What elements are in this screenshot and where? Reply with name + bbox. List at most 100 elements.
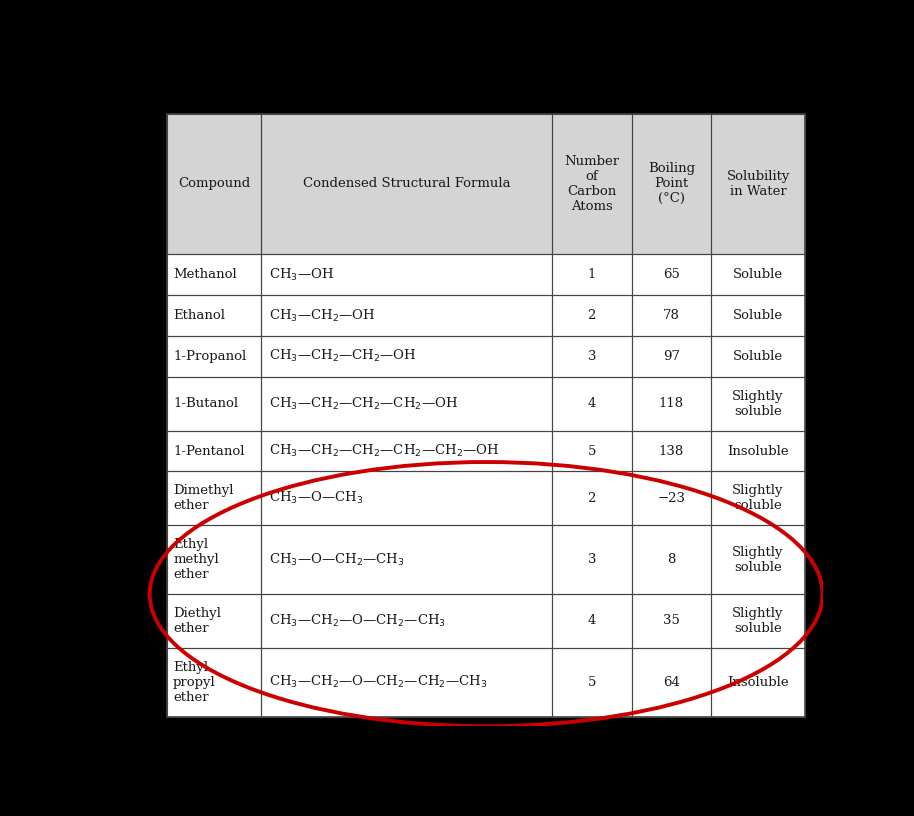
Bar [167, 526, 260, 594]
Bar [552, 255, 632, 295]
Bar [552, 295, 632, 336]
Text: 78: 78 [663, 309, 680, 322]
Bar [552, 526, 632, 594]
Bar [167, 594, 260, 648]
Bar [167, 648, 260, 716]
Bar [167, 594, 260, 648]
Bar [632, 336, 711, 377]
Bar [260, 336, 552, 377]
Bar [260, 526, 552, 594]
Bar [167, 336, 260, 377]
Text: Condensed Structural Formula: Condensed Structural Formula [303, 177, 510, 190]
Bar [711, 472, 805, 526]
Bar [711, 113, 805, 255]
Text: Compound: Compound [178, 177, 250, 190]
Bar [711, 295, 805, 336]
Bar [167, 336, 260, 377]
Bar [632, 113, 711, 255]
Bar [167, 295, 260, 336]
Text: CH$_3$—CH$_2$—OH: CH$_3$—CH$_2$—OH [270, 308, 376, 324]
Bar [260, 526, 552, 594]
Bar [260, 377, 552, 431]
Bar [260, 295, 552, 336]
Text: Number
of
Carbon
Atoms: Number of Carbon Atoms [564, 155, 620, 213]
Text: Soluble: Soluble [733, 309, 783, 322]
Bar [167, 113, 260, 255]
Bar [260, 648, 552, 716]
Bar [260, 431, 552, 472]
Text: 2: 2 [588, 492, 596, 505]
Text: 65: 65 [663, 268, 680, 282]
Bar [552, 648, 632, 716]
Bar [711, 648, 805, 716]
Text: 3: 3 [588, 350, 596, 363]
Bar [632, 648, 711, 716]
Text: CH$_3$—CH$_2$—CH$_2$—OH: CH$_3$—CH$_2$—CH$_2$—OH [270, 348, 417, 365]
Bar [552, 336, 632, 377]
Bar [552, 113, 632, 255]
Bar [632, 431, 711, 472]
Text: Methanol: Methanol [173, 268, 237, 282]
Text: Ethyl
propyl
ether: Ethyl propyl ether [173, 661, 216, 704]
Bar [711, 113, 805, 255]
Bar [167, 648, 260, 716]
Bar [552, 648, 632, 716]
Text: 4: 4 [588, 397, 596, 410]
Text: CH$_3$—O—CH$_2$—CH$_3$: CH$_3$—O—CH$_2$—CH$_3$ [270, 552, 405, 568]
Bar [711, 336, 805, 377]
Bar [632, 377, 711, 431]
Bar [711, 336, 805, 377]
Text: Soluble: Soluble [733, 350, 783, 363]
Bar [632, 113, 711, 255]
Text: CH$_3$—OH: CH$_3$—OH [270, 267, 335, 282]
Text: Slightly
soluble: Slightly soluble [732, 484, 784, 512]
Text: Insoluble: Insoluble [728, 676, 789, 689]
Bar [167, 295, 260, 336]
Text: Ethanol: Ethanol [173, 309, 225, 322]
Text: 2: 2 [588, 309, 596, 322]
Text: 97: 97 [663, 350, 680, 363]
Bar [260, 594, 552, 648]
Bar [167, 113, 260, 255]
Bar [711, 526, 805, 594]
Bar [167, 526, 260, 594]
Bar [552, 526, 632, 594]
Bar [167, 431, 260, 472]
Bar [552, 472, 632, 526]
Text: Insoluble: Insoluble [728, 445, 789, 458]
Bar [552, 113, 632, 255]
Text: 118: 118 [659, 397, 684, 410]
Bar [260, 648, 552, 716]
Text: Solubility
in Water: Solubility in Water [727, 170, 790, 198]
Bar [260, 377, 552, 431]
Bar [632, 295, 711, 336]
Bar [632, 594, 711, 648]
Bar [632, 526, 711, 594]
Bar [711, 377, 805, 431]
Bar [632, 255, 711, 295]
Bar [632, 472, 711, 526]
Bar [711, 377, 805, 431]
Bar [711, 526, 805, 594]
Bar [260, 295, 552, 336]
Bar [632, 336, 711, 377]
Bar [711, 431, 805, 472]
Text: Slightly
soluble: Slightly soluble [732, 607, 784, 635]
Text: CH$_3$—CH$_2$—CH$_2$—CH$_2$—OH: CH$_3$—CH$_2$—CH$_2$—CH$_2$—OH [270, 396, 459, 412]
Bar [711, 648, 805, 716]
Bar [632, 648, 711, 716]
Text: 1-Pentanol: 1-Pentanol [173, 445, 245, 458]
Bar [167, 472, 260, 526]
Bar [552, 431, 632, 472]
Text: Dimethyl
ether: Dimethyl ether [173, 484, 234, 512]
Bar [260, 594, 552, 648]
Text: CH$_3$—CH$_2$—O—CH$_2$—CH$_2$—CH$_3$: CH$_3$—CH$_2$—O—CH$_2$—CH$_2$—CH$_3$ [270, 674, 488, 690]
Bar [632, 431, 711, 472]
Bar [711, 472, 805, 526]
Text: Soluble: Soluble [733, 268, 783, 282]
Bar [167, 431, 260, 472]
Text: CH$_3$—CH$_2$—O—CH$_2$—CH$_3$: CH$_3$—CH$_2$—O—CH$_2$—CH$_3$ [270, 613, 446, 629]
Bar [632, 377, 711, 431]
Bar [711, 295, 805, 336]
Bar [632, 295, 711, 336]
